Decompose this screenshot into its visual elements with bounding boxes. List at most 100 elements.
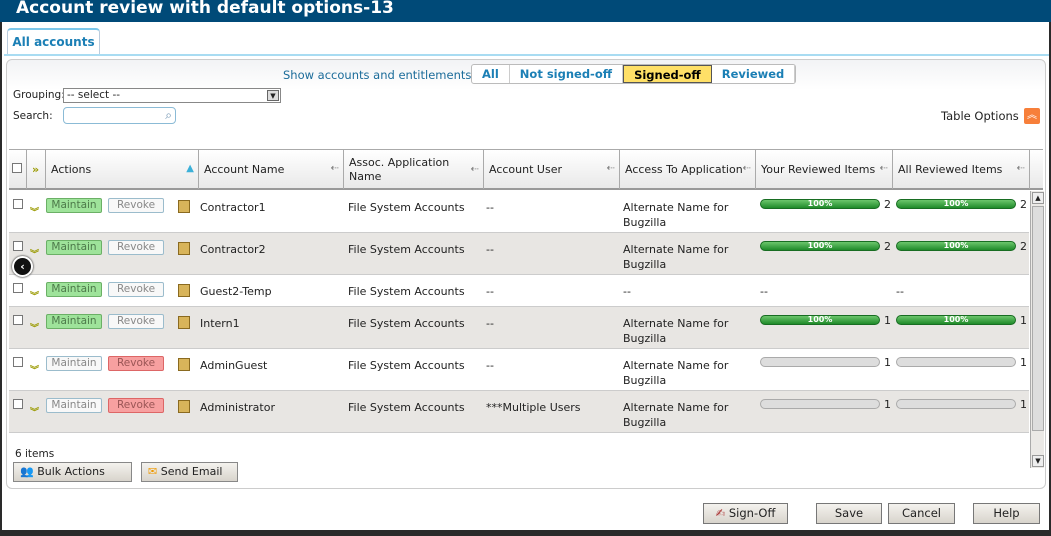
access-to-application: Alternate Name for Bugzilla <box>623 317 729 345</box>
dropdown-arrow-icon[interactable]: ▼ <box>267 90 279 101</box>
details-icon[interactable] <box>178 242 190 255</box>
all-reviewed-progress: 100% <box>896 315 1016 325</box>
save-button[interactable]: Save <box>816 503 882 524</box>
maintain-button[interactable]: Maintain <box>46 198 102 213</box>
all-reviewed-count: 1 <box>1020 356 1027 369</box>
account-user: -- <box>486 285 494 298</box>
expand-row-icon[interactable]: ︾ <box>30 250 40 260</box>
filter-reviewed[interactable]: Reviewed <box>712 65 796 83</box>
send-email-button[interactable]: ✉ Send Email <box>141 462 238 482</box>
tab-all-accounts[interactable]: All accounts <box>7 28 100 55</box>
maintain-button[interactable]: Maintain <box>46 398 102 413</box>
filter-not-signed-off[interactable]: Not signed-off <box>510 65 624 83</box>
your-reviewed-empty: -- <box>760 285 768 298</box>
maintain-button[interactable]: Maintain <box>46 240 102 255</box>
column-label: Assoc. Application Name <box>349 155 450 183</box>
back-arrow-icon[interactable]: ‹ <box>12 256 33 277</box>
all-reviewed-count: 1 <box>1020 398 1027 411</box>
table-options-link[interactable]: Table Options <box>941 109 1019 123</box>
window-title: Account review with default options-13 <box>0 0 1051 22</box>
account-user: -- <box>486 317 494 330</box>
your-reviewed-progress: 100% <box>760 241 880 251</box>
cancel-button[interactable]: Cancel <box>888 503 955 524</box>
application-name: File System Accounts <box>348 243 465 256</box>
vertical-scrollbar[interactable]: ▲ ▼ <box>1030 191 1044 468</box>
scroll-up-icon[interactable]: ▲ <box>1032 192 1044 204</box>
expand-row-icon[interactable]: ︾ <box>30 324 40 334</box>
revoke-button[interactable]: Revoke <box>108 198 164 213</box>
scrollbar-thumb[interactable] <box>1032 206 1044 431</box>
search-input[interactable]: ⌕ <box>63 107 176 124</box>
revoke-button[interactable]: Revoke <box>108 398 164 413</box>
expand-row-icon[interactable]: ︾ <box>30 408 40 418</box>
row-checkbox[interactable] <box>13 283 23 293</box>
sort-icon: ⇠ <box>470 164 479 175</box>
revoke-button[interactable]: Revoke <box>108 282 164 297</box>
filter-all[interactable]: All <box>472 65 510 83</box>
details-icon[interactable] <box>178 358 190 371</box>
column-header-all-reviewed[interactable]: All Reviewed Items ⇠ <box>893 150 1030 189</box>
details-icon[interactable] <box>178 284 190 297</box>
your-reviewed-count: 2 <box>884 198 891 211</box>
account-user: -- <box>486 201 494 214</box>
access-to-application: -- <box>623 285 631 298</box>
details-icon[interactable] <box>178 200 190 213</box>
revoke-button[interactable]: Revoke <box>108 240 164 255</box>
sort-icon: ⇠ <box>742 163 751 174</box>
account-user: -- <box>486 243 494 256</box>
progress-label: 100% <box>807 241 833 250</box>
application-name: File System Accounts <box>348 285 465 298</box>
users-icon: 👥 <box>20 465 34 478</box>
account-name: Contractor2 <box>200 243 266 256</box>
progress-label: 100% <box>807 199 833 208</box>
column-label: Access To Application <box>625 163 743 176</box>
table-row: ︾ Maintain Revoke Contractor1 File Syste… <box>9 191 1029 233</box>
button-label: Sign-Off <box>728 506 776 520</box>
row-checkbox[interactable] <box>13 357 23 367</box>
filter-signed-off[interactable]: Signed-off <box>623 65 712 83</box>
grouping-label: Grouping: <box>13 89 65 101</box>
details-icon[interactable] <box>178 400 190 413</box>
table-row: ︾ Maintain Revoke Intern1 File System Ac… <box>9 307 1029 349</box>
account-name: Contractor1 <box>200 201 266 214</box>
maintain-button[interactable]: Maintain <box>46 356 102 371</box>
access-to-application: Alternate Name for Bugzilla <box>623 359 729 387</box>
expand-row-icon[interactable]: ︾ <box>30 208 40 218</box>
select-all-checkbox[interactable] <box>12 163 22 173</box>
row-checkbox[interactable] <box>13 399 23 409</box>
sign-off-button[interactable]: ✍ Sign-Off <box>703 503 788 524</box>
collapse-up-icon[interactable]: ︽ <box>1024 108 1040 124</box>
select-all-column <box>9 150 27 189</box>
column-header-actions[interactable]: Actions ▲ <box>46 150 199 189</box>
maintain-button[interactable]: Maintain <box>46 282 102 297</box>
application-name: File System Accounts <box>348 359 465 372</box>
your-reviewed-count: 1 <box>884 356 891 369</box>
revoke-button[interactable]: Revoke <box>108 314 164 329</box>
sort-icon: ⇠ <box>330 163 339 174</box>
expand-all-icon[interactable]: » <box>27 150 46 189</box>
expand-row-icon[interactable]: ︾ <box>30 292 40 302</box>
all-reviewed-empty: -- <box>896 285 904 298</box>
column-header-assoc-application[interactable]: Assoc. Application Name ⇠ <box>344 150 484 189</box>
table-row: ︾ Maintain Revoke AdminGuest File System… <box>9 349 1029 391</box>
button-label: Send Email <box>160 465 223 478</box>
grouping-value: -- select -- <box>67 89 121 101</box>
grouping-select[interactable]: -- select -- ▼ <box>63 88 281 103</box>
column-header-access-to-application[interactable]: Access To Application ⇠ <box>620 150 756 189</box>
revoke-button[interactable]: Revoke <box>108 356 164 371</box>
scroll-down-icon[interactable]: ▼ <box>1032 455 1044 467</box>
maintain-button[interactable]: Maintain <box>46 314 102 329</box>
row-checkbox[interactable] <box>13 241 23 251</box>
column-header-account-user[interactable]: Account User ⇠ <box>484 150 620 189</box>
row-checkbox[interactable] <box>13 199 23 209</box>
row-checkbox[interactable] <box>13 315 23 325</box>
details-icon[interactable] <box>178 316 190 329</box>
column-header-account-name[interactable]: Account Name ⇠ <box>199 150 344 189</box>
column-header-your-reviewed[interactable]: Your Reviewed Items ⇠ <box>756 150 893 189</box>
pen-icon: ✍ <box>715 506 726 520</box>
expand-row-icon[interactable]: ︾ <box>30 366 40 376</box>
tab-divider <box>4 54 1049 56</box>
bulk-actions-button[interactable]: 👥 Bulk Actions <box>13 462 132 482</box>
help-button[interactable]: Help <box>973 503 1040 524</box>
search-icon[interactable]: ⌕ <box>165 108 172 122</box>
